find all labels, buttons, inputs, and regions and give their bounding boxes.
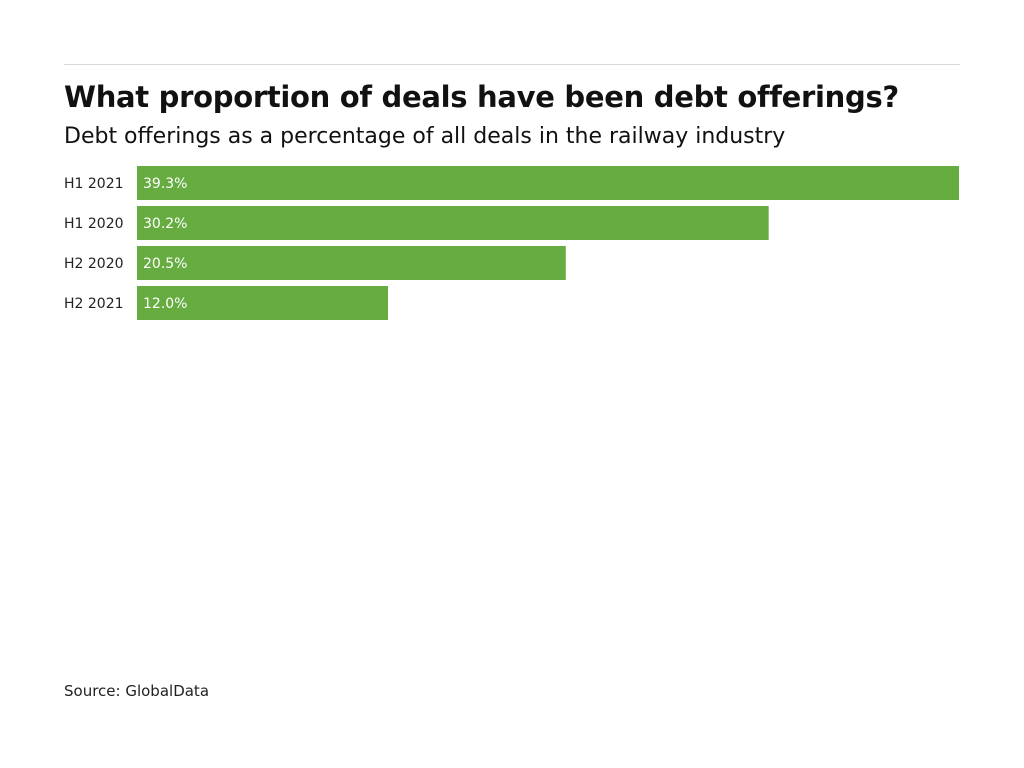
bar-h1-2021 — [137, 166, 959, 200]
bar-h2-2020 — [137, 246, 566, 280]
source-note: Source: GlobalData — [64, 682, 210, 700]
top-divider — [64, 64, 960, 65]
value-label-h2-2021: 12.0% — [143, 296, 187, 312]
value-label-h1-2020: 30.2% — [143, 216, 187, 232]
bar-h1-2020 — [137, 206, 769, 240]
value-label-h2-2020: 20.5% — [143, 256, 187, 272]
category-label-h2-2021: H2 2021 — [64, 296, 124, 312]
chart-title: What proportion of deals have been debt … — [64, 80, 899, 114]
category-label-h2-2020: H2 2020 — [64, 256, 124, 272]
bar-h2-2021 — [137, 286, 388, 320]
value-label-h1-2021: 39.3% — [143, 176, 187, 192]
category-label-h1-2021: H1 2021 — [64, 176, 124, 192]
category-label-h1-2020: H1 2020 — [64, 216, 124, 232]
chart-subtitle: Debt offerings as a percentage of all de… — [64, 124, 786, 149]
